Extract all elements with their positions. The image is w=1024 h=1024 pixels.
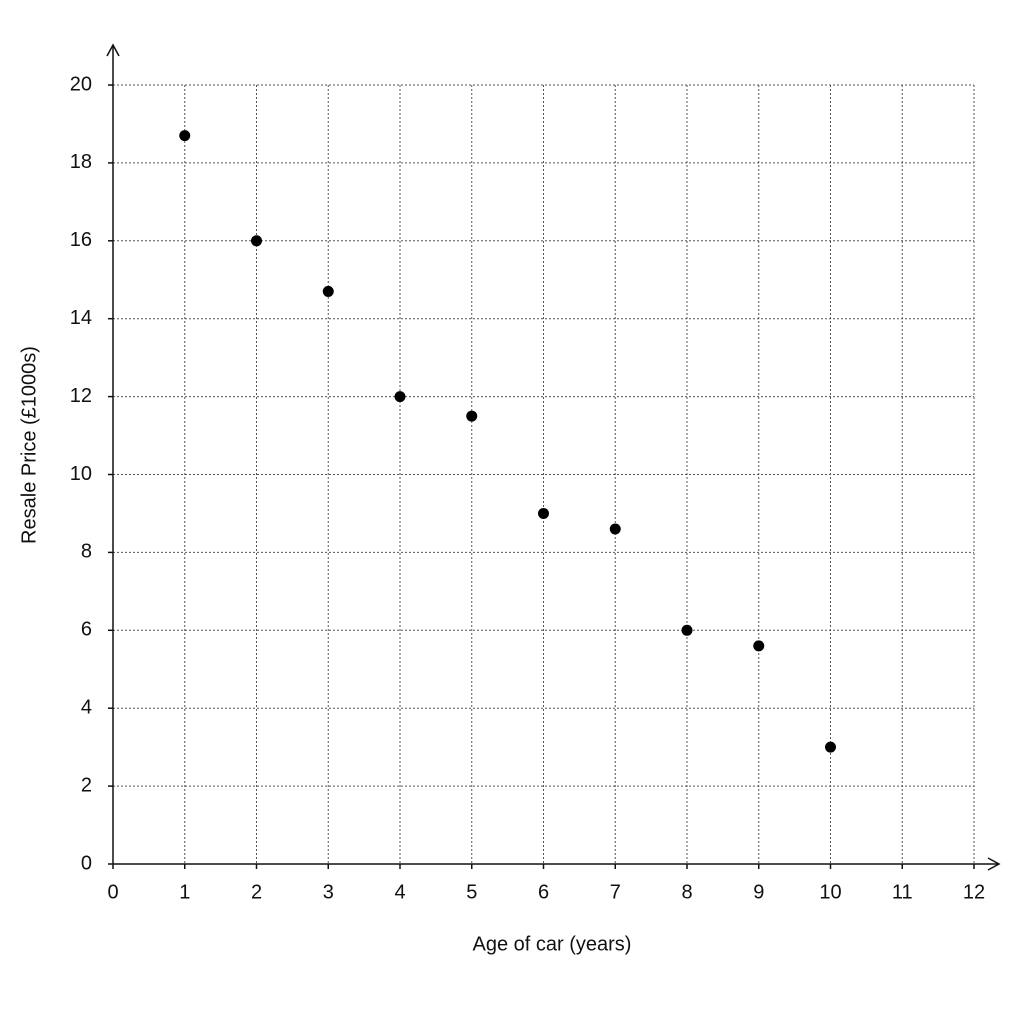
x-tick-label: 12 — [963, 881, 985, 903]
x-tick-label: 4 — [394, 881, 405, 903]
grid — [112, 84, 975, 865]
point — [322, 285, 334, 297]
x-axis-arrow — [987, 857, 1001, 871]
point — [179, 130, 191, 142]
y-tick-label: 18 — [70, 151, 92, 173]
x-tick-label: 10 — [819, 881, 841, 903]
y-tick-label: 0 — [81, 852, 92, 874]
y-tick-label: 6 — [81, 619, 92, 641]
x-tick-label: 0 — [107, 881, 118, 903]
x-tick-label: 1 — [179, 881, 190, 903]
y-tick-label: 20 — [70, 73, 92, 95]
point — [825, 741, 836, 753]
point — [681, 624, 693, 636]
point — [394, 391, 406, 403]
point — [753, 640, 765, 652]
point — [466, 410, 478, 422]
axes — [106, 43, 1001, 871]
x-tick-label: 2 — [251, 881, 262, 903]
y-axis-label: Resale Price (£1000s) — [18, 346, 40, 544]
x-tick-label: 11 — [892, 881, 913, 903]
x-tick-label: 7 — [610, 881, 621, 903]
y-tick-label: 12 — [70, 385, 92, 407]
x-tick-label: 6 — [538, 881, 549, 903]
point — [538, 507, 549, 519]
y-tick-label: 2 — [81, 774, 92, 796]
y-tick-label: 10 — [70, 463, 92, 485]
x-tick-label: 3 — [323, 881, 334, 903]
y-axis-arrow — [106, 43, 120, 57]
point — [251, 235, 262, 247]
y-tick-label: 4 — [81, 696, 92, 718]
x-tick-label: 8 — [681, 881, 692, 903]
y-tick-label: 8 — [81, 541, 92, 563]
y-tick-label: 14 — [70, 307, 92, 329]
y-tick-label: 16 — [70, 229, 92, 251]
x-tick-label: 5 — [466, 881, 477, 903]
point — [609, 523, 621, 535]
x-tick-label: 9 — [753, 881, 764, 903]
x-axis-label: Age of car (years) — [473, 933, 632, 955]
